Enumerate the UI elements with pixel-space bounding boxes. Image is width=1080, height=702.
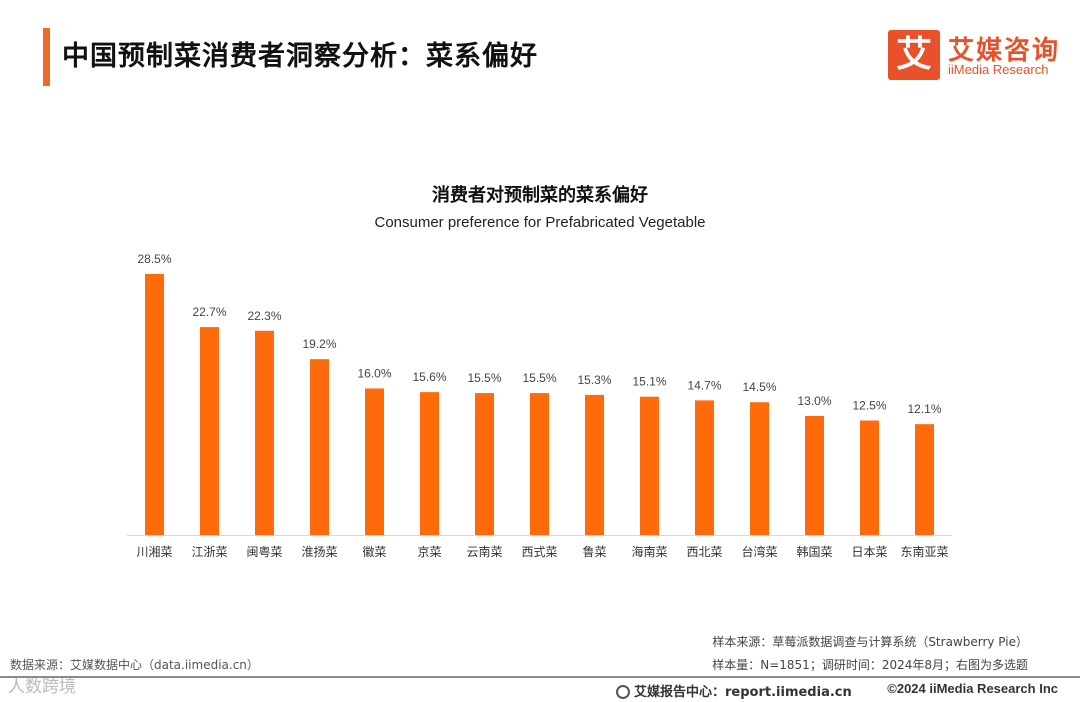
chart-subtitle: Consumer preference for Prefabricated Ve… bbox=[374, 214, 706, 231]
value-label: 12.5% bbox=[852, 399, 886, 413]
footer-divider bbox=[0, 676, 1080, 678]
sample-size-note: 样本量：N=1851；调研时间：2024年8月；右图为多选题 bbox=[712, 658, 1028, 672]
category-label: 川湘菜 bbox=[136, 544, 172, 559]
bar-江浙菜 bbox=[200, 327, 219, 535]
bar-韩国菜 bbox=[805, 415, 824, 535]
category-label: 江浙菜 bbox=[191, 545, 227, 559]
value-label: 22.7% bbox=[192, 305, 226, 319]
data-source-note: 数据来源：艾媒数据中心（data.iimedia.cn） bbox=[10, 658, 259, 672]
value-label: 15.5% bbox=[467, 371, 501, 385]
bar-云南菜 bbox=[475, 393, 494, 535]
bar-台湾菜 bbox=[750, 402, 769, 535]
category-label: 韩国菜 bbox=[796, 544, 832, 559]
logo-name-en: iiMedia Research bbox=[948, 62, 1049, 77]
page-title: 中国预制菜消费者洞察分析：菜系偏好 bbox=[62, 41, 538, 72]
copyright: ©2024 iiMedia Research Inc bbox=[887, 681, 1058, 696]
value-label: 28.5% bbox=[137, 252, 171, 266]
logo-name-cn: 艾媒咨询 bbox=[948, 36, 1061, 66]
bar-川湘菜 bbox=[145, 274, 164, 535]
bar-京菜 bbox=[420, 392, 439, 535]
report-center-link[interactable]: 艾媒报告中心：report.iimedia.cn bbox=[616, 681, 852, 700]
category-label: 东南亚菜 bbox=[900, 544, 948, 559]
value-label: 15.5% bbox=[522, 371, 556, 385]
value-label: 15.1% bbox=[632, 375, 666, 389]
value-label: 15.6% bbox=[412, 370, 446, 384]
sample-source-note: 样本来源：草莓派数据调查与计算系统（Strawberry Pie） bbox=[712, 635, 1028, 649]
value-label: 12.1% bbox=[907, 402, 941, 416]
category-label: 云南菜 bbox=[466, 544, 502, 559]
watermark-text: 人数跨境 bbox=[8, 677, 76, 697]
category-label: 西式菜 bbox=[521, 545, 557, 559]
bar-西式菜 bbox=[530, 393, 549, 535]
value-label: 16.0% bbox=[357, 366, 391, 380]
logo-mark: 艾 bbox=[888, 30, 940, 80]
value-label: 19.2% bbox=[302, 337, 336, 351]
value-label: 15.3% bbox=[577, 373, 611, 387]
value-label: 14.5% bbox=[742, 380, 776, 394]
globe-icon bbox=[616, 685, 630, 699]
chart-title: 消费者对预制菜的菜系偏好 bbox=[432, 185, 648, 206]
bar-闽粤菜 bbox=[255, 330, 274, 535]
category-label: 台湾菜 bbox=[741, 544, 777, 559]
value-label: 13.0% bbox=[797, 394, 831, 408]
category-label: 鲁菜 bbox=[582, 545, 606, 559]
bar-淮扬菜 bbox=[310, 359, 329, 535]
title-accent-bar bbox=[43, 28, 50, 86]
report-center-text: 艾媒报告中心：report.iimedia.cn bbox=[634, 685, 852, 700]
category-label: 日本菜 bbox=[851, 545, 887, 559]
category-label: 淮扬菜 bbox=[301, 544, 337, 559]
bar-鲁菜 bbox=[585, 394, 604, 535]
value-label: 14.7% bbox=[687, 378, 721, 392]
iimedia-logo: 艾 艾媒咨询 iiMedia Research bbox=[888, 30, 1063, 82]
bar-日本菜 bbox=[860, 420, 879, 535]
category-label: 徽菜 bbox=[362, 544, 386, 559]
category-label: 西北菜 bbox=[686, 545, 722, 559]
bar-东南亚菜 bbox=[915, 424, 934, 535]
bar-徽菜 bbox=[365, 388, 384, 535]
category-label: 京菜 bbox=[417, 545, 441, 559]
value-label: 22.3% bbox=[247, 309, 281, 323]
category-label: 海南菜 bbox=[631, 544, 667, 559]
bar-西北菜 bbox=[695, 400, 714, 535]
bar-海南菜 bbox=[640, 396, 659, 535]
category-label: 闽粤菜 bbox=[246, 544, 282, 559]
